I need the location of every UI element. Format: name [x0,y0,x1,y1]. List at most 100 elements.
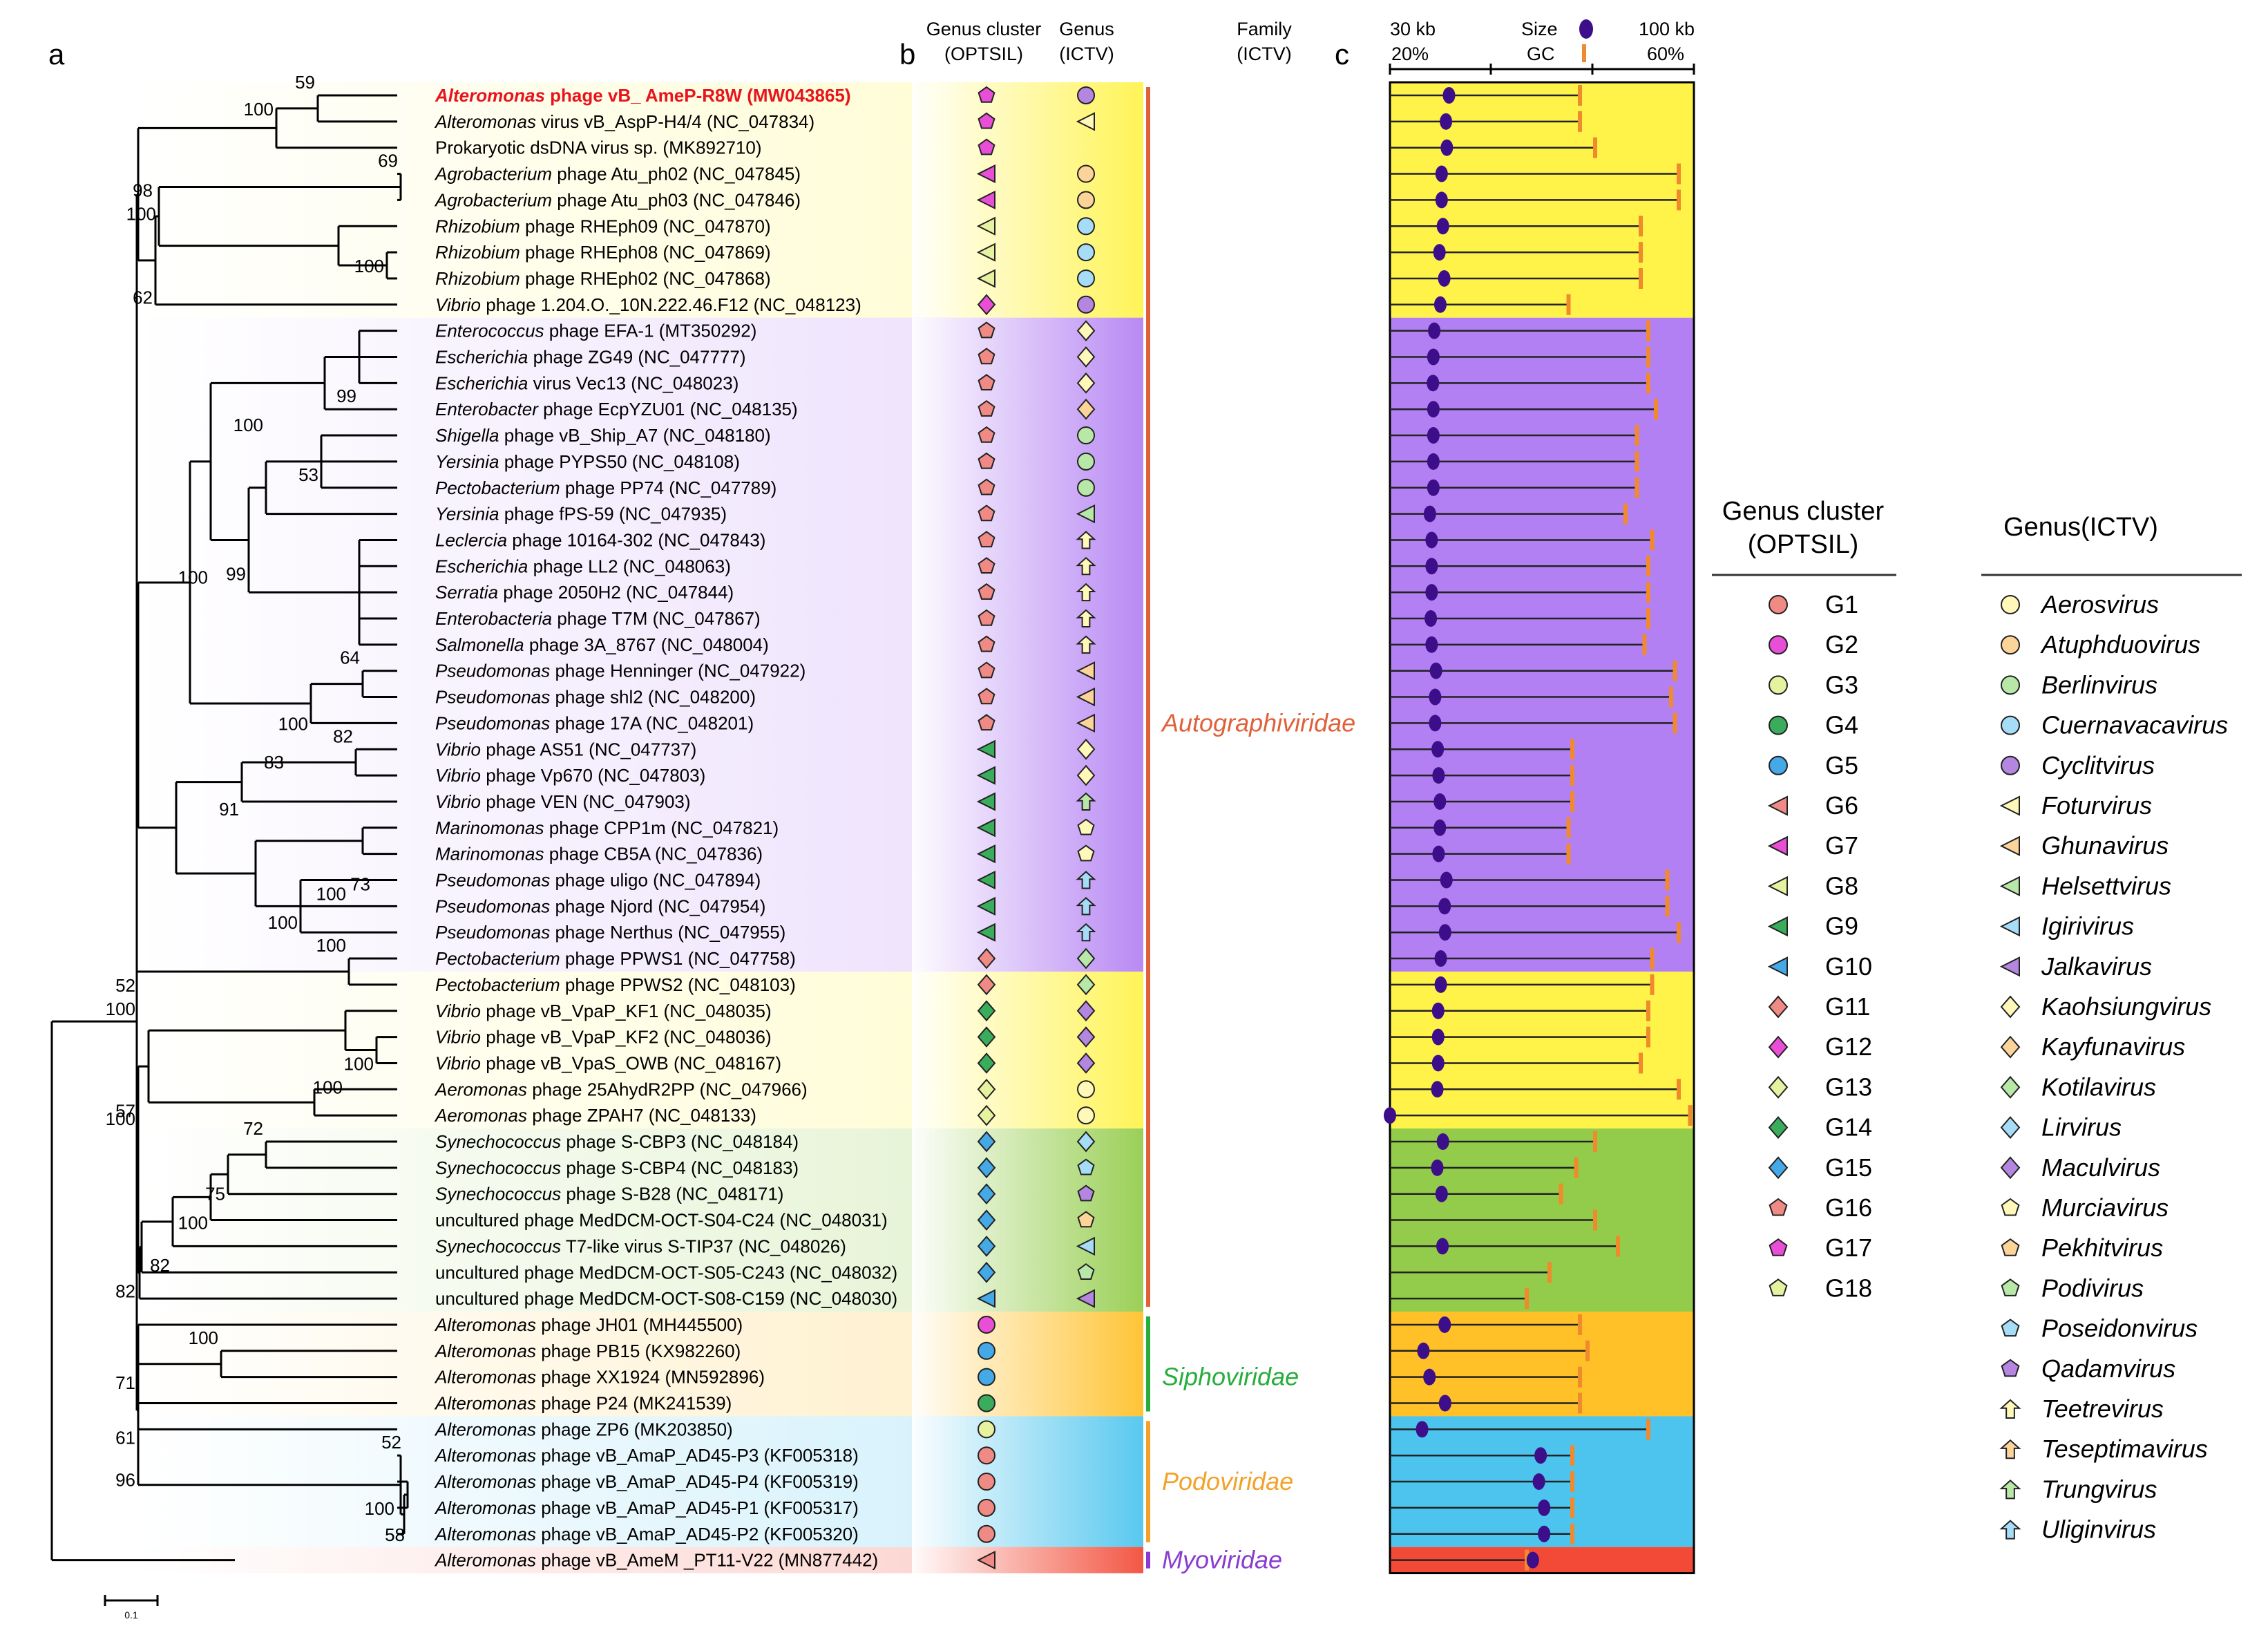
bootstrap-values: 59 100 69 100 98 100 62 99 53 100 99 100 64 100 82 83 91… [106,72,405,1545]
taxon-label-27: Vibrio phage VEN (NC_047903) [435,791,691,812]
cluster-symbol-2 [978,138,995,155]
genus-symbol-11 [1076,372,1096,394]
cluster-symbol-44 [977,1236,996,1257]
legend-genus-label-23: Uliginvirus [2041,1515,2156,1544]
taxon-name-25: phage AS51 (NC_047737) [481,739,696,759]
legend-genus-label-21: Teseptimavirus [2041,1435,2208,1463]
band-yellow-2-symbols [912,971,1143,1129]
taxon-label-3: Agrobacterium phage Atu_ph02 (NC_047845) [434,164,801,185]
taxon-name-45: uncultured phage MedDCM-OCT-S05-C243 (NC… [435,1262,897,1283]
cluster-symbol-15 [978,478,995,495]
legend-genus-label-11: Kayfunavirus [2041,1032,2185,1061]
taxon-name-24: phage 17A (NC_048201) [550,712,754,733]
cluster-symbol-31 [976,896,995,916]
legend-cluster-symbol-4 [1769,755,1788,775]
size-marker-36 [1431,1028,1445,1046]
taxon-name-15: phage PP74 (NC_047789) [560,478,777,498]
taxon-name-52: phage vB_AmaP_AD45-P3 (KF005318) [536,1445,859,1466]
taxon-name-2: Prokaryotic dsDNA virus sp. (MK892710) [435,138,762,158]
genus-symbol-7 [1077,269,1095,287]
taxon-label-37: Vibrio phage vB_VpaS_OWB (NC_048167) [435,1052,781,1073]
gc-marker-47 [1578,1314,1582,1335]
taxon-name-48: phage PB15 (KX982260) [536,1341,741,1361]
legend-genus-symbol-1 [2001,635,2020,655]
size-key-marker [1579,19,1593,39]
family-label-2: Podoviridae [1162,1467,1293,1495]
size-gc-panel [1384,81,1695,1575]
legend-genus-label-16: Pekhitvirus [2041,1234,2163,1262]
size-marker-30 [1440,871,1453,889]
bootstrap-14: 82 [333,726,353,746]
bootstrap-6: 62 [133,287,153,308]
cluster-symbol-11 [978,374,995,391]
taxon-name-10: phage ZG49 (NC_047777) [528,347,745,368]
legend-genus-symbol-17 [2001,1278,2020,1296]
taxon-name-4: phage Atu_ph03 (NC_047846) [552,189,801,210]
bootstrap-9: 100 [234,415,263,435]
legend-cluster-label-6: G7 [1825,831,1858,860]
cluster-symbol-45 [977,1261,996,1283]
size-marker-41 [1431,1159,1444,1176]
size-marker-4 [1435,191,1448,209]
band-orange-symbols [912,1312,1143,1417]
gc-marker-45 [1547,1262,1552,1283]
cluster-symbol-3 [976,164,995,184]
cluster-symbol-25 [976,739,995,759]
gc-marker-43 [1593,1209,1597,1231]
taxon-name-56: phage vB_AmeM _PT11-V22 (MN877442) [536,1550,878,1571]
genus-symbol-40 [1076,1131,1096,1153]
gc-marker-44 [1616,1236,1620,1257]
size-marker-52 [1534,1447,1547,1464]
genus-symbol-35 [1076,1000,1096,1022]
taxon-label-40: Synechococcus phage S-CBP3 (NC_048184) [435,1131,799,1152]
taxon-label-12: Enterobacter phage EcpYZU01 (NC_048135) [435,399,798,419]
genus-symbol-1 [1076,112,1095,131]
gc-marker-37 [1639,1052,1643,1074]
size-marker-14 [1427,453,1440,470]
taxon-name-26: phage Vp670 (NC_047803) [481,765,705,786]
size-marker-7 [1438,270,1451,287]
bootstrap-34: 61 [115,1428,135,1448]
taxon-label-53: Alteromonas phage vB_AmaP_AD45-P4 (KF005… [434,1471,859,1492]
cluster-symbol-8 [977,294,996,316]
taxon-label-30: Pseudomonas phage uligo (NC_047894) [435,870,761,891]
cluster-symbol-40 [977,1131,996,1153]
taxon-genus-13: Shigella [435,425,499,446]
bootstrap-30: 82 [150,1255,170,1276]
taxon-name-11: virus Vec13 (NC_048023) [528,372,738,393]
cluster-symbol-39 [977,1104,996,1126]
size-marker-27 [1433,793,1447,810]
size-marker-50 [1438,1395,1451,1412]
genus-symbol-9 [1076,320,1096,341]
size-marker-23 [1429,688,1442,706]
gc-marker-11 [1646,372,1650,394]
size-marker-8 [1433,296,1447,313]
taxon-name-30: phage uligo (NC_047894) [550,870,761,891]
legend-genus-label-19: Qadamvirus [2041,1354,2175,1383]
legend-genus-label-10: Kaohsiungvirus [2041,992,2211,1021]
cluster-symbol-36 [977,1026,996,1048]
size-marker-17 [1425,531,1438,549]
taxon-name-39: phage ZPAH7 (NC_048133) [527,1105,756,1126]
taxon-name-38: phage 25AhydR2PP (NC_047966) [527,1079,808,1099]
scale-bar-label: 0.1 [124,1609,138,1620]
genus-symbol-17 [1076,531,1096,549]
gc-marker-50 [1578,1392,1582,1414]
bootstrap-15: 83 [264,752,284,773]
cluster-symbol-43 [977,1209,996,1231]
taxon-label-33: Pectobacterium phage PPWS1 (NC_047758) [435,948,796,969]
gc-marker-34 [1650,974,1655,995]
header-cluster-line1: Genus cluster [926,19,1042,39]
genus-symbol-5 [1077,217,1095,236]
bootstrap-1: 100 [244,99,274,120]
taxon-genus-31: Pseudomonas [435,896,550,916]
gc-marker-19 [1646,582,1650,603]
band-red-symbols [912,1547,1143,1573]
genus-symbol-8 [1077,295,1095,314]
legend-genus-symbol-21 [1999,1439,2021,1459]
taxon-genus-28: Marinomonas [435,817,544,838]
taxon-genus-36: Vibrio [435,1027,481,1048]
genus-symbol-29 [1077,844,1095,862]
taxon-label-10: Escherichia phage ZG49 (NC_047777) [435,347,746,368]
taxon-label-34: Pectobacterium phage PPWS2 (NC_048103) [435,974,796,995]
